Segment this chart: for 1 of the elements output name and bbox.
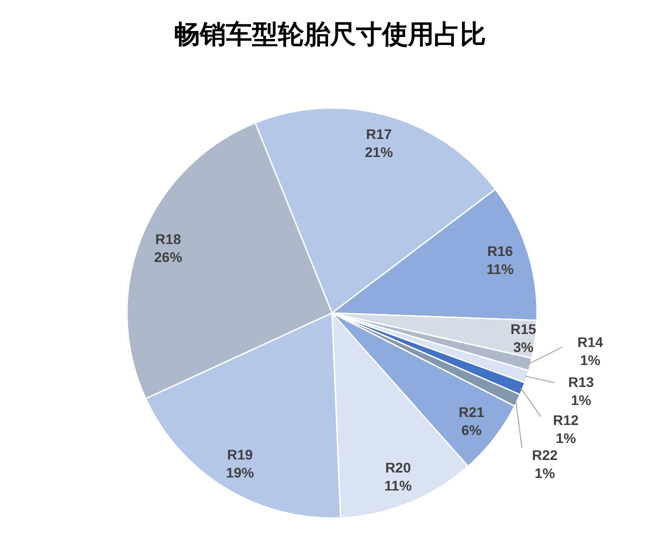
title: 畅销车型轮胎尺寸使用占比 <box>174 20 486 50</box>
